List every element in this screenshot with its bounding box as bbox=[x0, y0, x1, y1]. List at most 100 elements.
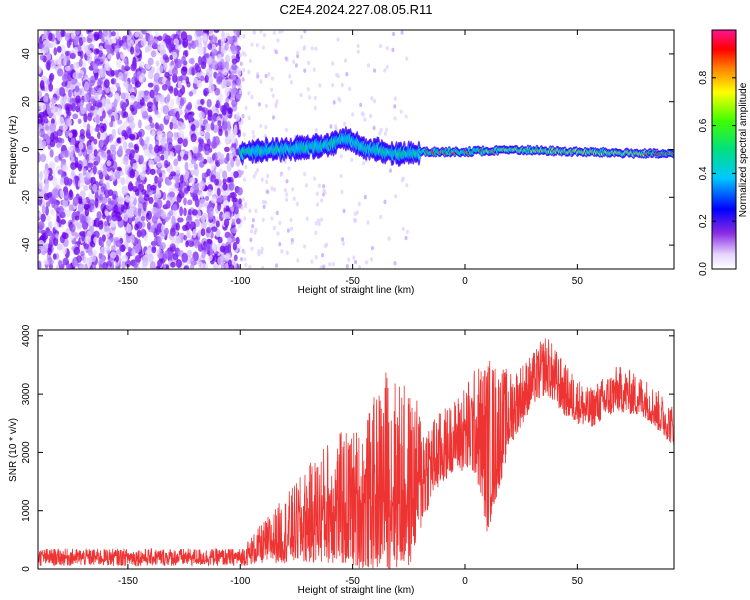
heatmap-cell bbox=[363, 117, 367, 122]
heatmap-cell bbox=[96, 87, 103, 95]
heatmap-cell bbox=[133, 72, 138, 79]
heatmap-cell bbox=[139, 171, 146, 181]
heatmap-cell bbox=[67, 263, 72, 269]
heatmap-cell bbox=[125, 259, 132, 268]
heatmap-cell bbox=[182, 138, 188, 148]
heatmap-cell bbox=[45, 215, 52, 221]
heatmap-cell bbox=[187, 101, 192, 112]
heatmap-cell bbox=[96, 210, 102, 220]
heatmap-cell bbox=[266, 173, 270, 179]
heatmap-cell bbox=[222, 170, 228, 180]
heatmap-cell bbox=[47, 174, 54, 181]
heatmap-cell bbox=[241, 51, 245, 56]
heatmap-cell bbox=[102, 262, 109, 269]
heatmap-cell bbox=[218, 93, 224, 101]
heatmap-cell bbox=[75, 147, 81, 154]
heatmap-cell bbox=[60, 189, 65, 199]
heatmap-cell bbox=[101, 97, 107, 106]
heatmap-cell bbox=[208, 30, 214, 37]
heatmap-cell bbox=[120, 135, 126, 145]
heatmap-cell bbox=[279, 172, 283, 177]
heatmap-cell bbox=[82, 168, 87, 176]
heatmap-cell bbox=[244, 105, 248, 111]
heatmap-cell bbox=[315, 202, 319, 207]
heatmap-cell bbox=[109, 221, 116, 228]
heatmap-cell bbox=[142, 259, 149, 267]
heatmap-cell bbox=[122, 42, 128, 50]
heatmap-cell bbox=[62, 232, 69, 240]
heatmap-cell bbox=[261, 45, 265, 50]
heatmap-cell bbox=[63, 192, 69, 201]
heatmap-cell bbox=[208, 207, 214, 217]
heatmap-cell bbox=[221, 121, 228, 130]
heatmap-cell bbox=[77, 51, 82, 57]
heatmap-cell bbox=[148, 196, 154, 204]
heatmap-cell bbox=[154, 144, 160, 154]
heatmap-cell bbox=[254, 227, 258, 233]
heatmap-cell bbox=[248, 208, 252, 213]
heatmap-cell bbox=[261, 265, 265, 269]
heatmap-cell bbox=[256, 74, 260, 79]
heatmap-cell bbox=[255, 42, 259, 48]
heatmap-cell bbox=[264, 73, 268, 79]
heatmap-cell bbox=[62, 73, 69, 83]
heatmap-cell bbox=[198, 138, 204, 145]
heatmap-cell bbox=[200, 263, 208, 269]
heatmap-cell bbox=[106, 203, 113, 210]
heatmap-cell bbox=[80, 215, 87, 225]
heatmap-cell bbox=[217, 236, 223, 244]
heatmap-cell bbox=[85, 49, 92, 57]
heatmap-cell bbox=[313, 176, 317, 181]
heatmap-cell bbox=[160, 154, 165, 161]
heatmap-cell bbox=[114, 44, 120, 54]
heatmap-cell bbox=[260, 177, 264, 182]
heatmap-cell bbox=[226, 162, 232, 172]
colorbar-tick-label: 0.4 bbox=[698, 166, 709, 180]
heatmap-cell bbox=[38, 152, 41, 163]
heatmap-cell bbox=[259, 123, 263, 129]
heatmap-cell bbox=[210, 196, 218, 204]
heatmap-cell bbox=[365, 260, 369, 265]
heatmap-cell bbox=[280, 30, 284, 33]
heatmap-cell bbox=[194, 239, 199, 249]
heatmap-cell bbox=[164, 34, 171, 45]
heatmap-cell bbox=[351, 112, 355, 117]
heatmap-cell bbox=[115, 82, 120, 88]
heatmap-cell bbox=[51, 97, 57, 104]
heatmap-cell bbox=[38, 104, 42, 110]
heatmap-cell bbox=[93, 149, 98, 158]
heatmap-cell bbox=[57, 68, 64, 77]
heatmap-cell bbox=[239, 53, 243, 58]
heatmap-cell bbox=[168, 209, 174, 217]
heatmap-cell bbox=[175, 222, 180, 231]
heatmap-cell bbox=[303, 171, 307, 177]
heatmap-cell bbox=[292, 196, 296, 201]
heatmap-cell bbox=[243, 216, 247, 221]
heatmap-cell bbox=[125, 148, 132, 155]
heatmap-cell bbox=[271, 93, 275, 99]
heatmap-cell bbox=[50, 208, 55, 216]
heatmap-cell bbox=[99, 138, 104, 148]
heatmap-cell bbox=[174, 173, 180, 183]
heatmap-cell bbox=[207, 109, 213, 118]
heatmap-cell bbox=[219, 211, 224, 222]
heatmap-cell bbox=[128, 153, 133, 161]
heatmap-cell bbox=[148, 116, 153, 124]
heatmap-cell bbox=[117, 194, 124, 205]
heatmap-cell bbox=[225, 54, 230, 64]
y-tick-label: -40 bbox=[21, 237, 32, 252]
heatmap-cell bbox=[331, 261, 335, 267]
heatmap-cell bbox=[218, 168, 223, 174]
heatmap-cell bbox=[76, 221, 83, 229]
heatmap-cell bbox=[57, 107, 62, 117]
heatmap-cell bbox=[170, 171, 177, 177]
heatmap-cell bbox=[227, 244, 232, 253]
x-tick-label: -150 bbox=[118, 576, 138, 587]
heatmap-cell bbox=[177, 130, 185, 138]
heatmap-cell bbox=[59, 138, 65, 144]
heatmap-cell bbox=[80, 107, 86, 114]
heatmap-cell bbox=[72, 129, 78, 138]
heatmap-cell bbox=[252, 30, 256, 35]
heatmap-cell bbox=[189, 177, 196, 184]
